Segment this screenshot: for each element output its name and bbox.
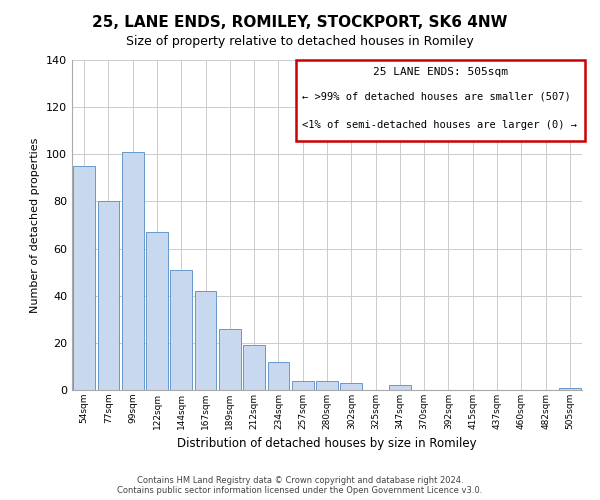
Bar [194,291,217,390]
Bar [316,380,338,390]
Bar [170,270,192,390]
Bar [243,345,265,390]
Text: 25, LANE ENDS, ROMILEY, STOCKPORT, SK6 4NW: 25, LANE ENDS, ROMILEY, STOCKPORT, SK6 4… [92,15,508,30]
Text: Contains HM Land Registry data © Crown copyright and database right 2024.
Contai: Contains HM Land Registry data © Crown c… [118,476,482,495]
Bar [389,386,411,390]
Bar [219,328,241,390]
Bar [73,166,95,390]
Bar [146,232,168,390]
Text: Size of property relative to detached houses in Romiley: Size of property relative to detached ho… [126,35,474,48]
Y-axis label: Number of detached properties: Number of detached properties [31,138,40,312]
Text: <1% of semi-detached houses are larger (0) →: <1% of semi-detached houses are larger (… [302,120,577,130]
Bar [122,152,143,390]
Bar [340,383,362,390]
Text: ← >99% of detached houses are smaller (507): ← >99% of detached houses are smaller (5… [302,92,570,102]
Text: 25 LANE ENDS: 505sqm: 25 LANE ENDS: 505sqm [373,66,508,76]
Bar [97,202,119,390]
Bar [292,380,314,390]
X-axis label: Distribution of detached houses by size in Romiley: Distribution of detached houses by size … [177,438,477,450]
Bar [268,362,289,390]
Bar [559,388,581,390]
FancyBboxPatch shape [296,60,584,141]
